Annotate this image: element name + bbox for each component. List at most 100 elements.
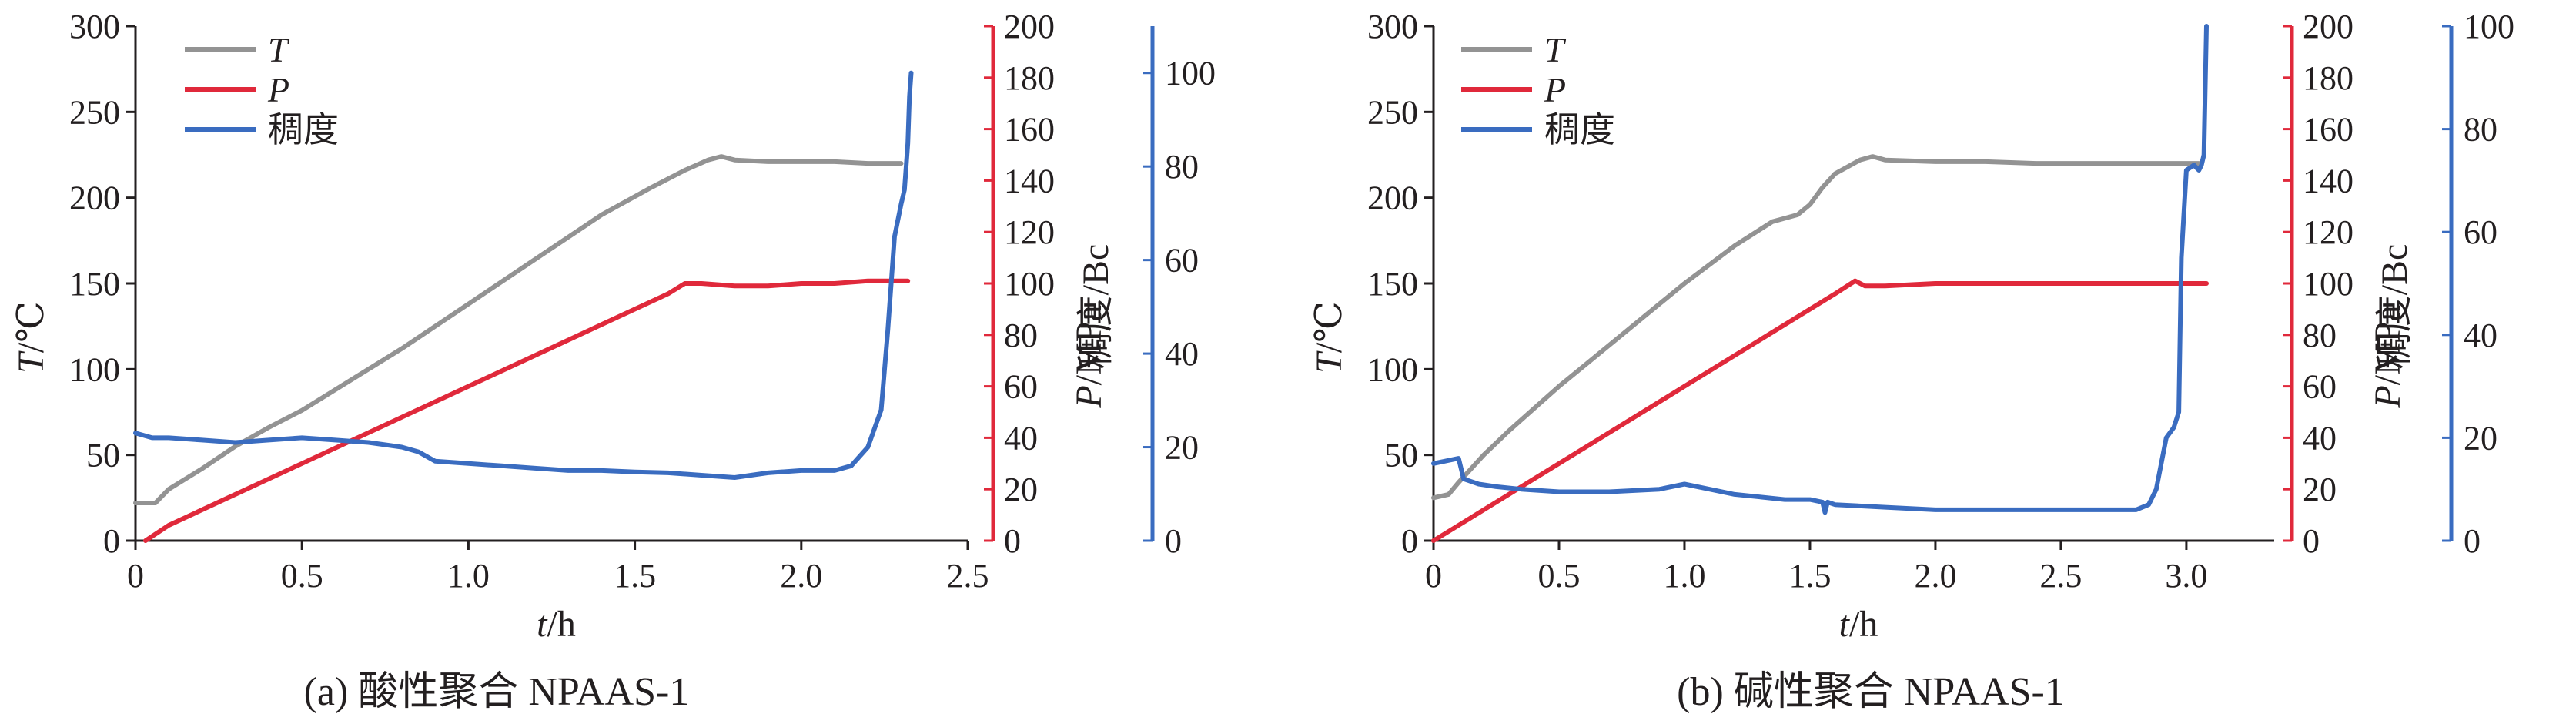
series-line-T bbox=[133, 154, 904, 505]
y-pressure-axis-title: P/MPa bbox=[2367, 305, 2408, 408]
x-axis-unit: /h bbox=[547, 604, 576, 645]
y-pressure-tick-label: 100 bbox=[1004, 265, 1055, 303]
x-tick-label: 0 bbox=[1425, 557, 1442, 595]
y-left-tick-label: 250 bbox=[1367, 93, 1418, 131]
y-left-axis-title: T/℃ bbox=[11, 301, 52, 374]
x-axis-var: t bbox=[537, 604, 548, 645]
y-pressure-tick-label: 200 bbox=[1004, 8, 1055, 45]
series-line-P bbox=[143, 278, 911, 543]
y-pressure-tick-label: 100 bbox=[2303, 265, 2354, 303]
y-left-tick-label: 100 bbox=[1367, 350, 1418, 388]
y-pressure-tick-label: 80 bbox=[1004, 317, 1038, 354]
y-pressure-tick-label: 80 bbox=[2303, 317, 2337, 354]
y-pressure-tick-label: 20 bbox=[1004, 471, 1038, 508]
x-axis-unit: /h bbox=[1849, 604, 1878, 645]
y-left-tick-label: 250 bbox=[69, 93, 120, 131]
series-line-T bbox=[1431, 154, 2202, 501]
y-pressure-tick-label: 180 bbox=[2303, 59, 2354, 97]
x-tick-label: 1.0 bbox=[447, 557, 490, 595]
y-consistency-tick-label: 80 bbox=[2464, 111, 2497, 149]
legend-label-C: 稠度 bbox=[268, 110, 339, 149]
y-left-axis-unit: /℃ bbox=[1309, 301, 1350, 353]
chart-panel-b: 0 0.5 1.0 1.5 2.0 2.5 3.0050100150200250300020… bbox=[1309, 8, 2514, 714]
x-tick-label: 0.5 bbox=[1537, 557, 1580, 595]
y-pressure-tick-label: 120 bbox=[1004, 213, 1055, 251]
x-tick-label: 1.5 bbox=[1788, 557, 1831, 595]
y-left-tick-label: 200 bbox=[1367, 179, 1418, 217]
y-pressure-tick-label: 120 bbox=[2303, 213, 2354, 251]
y-consistency-tick-label: 60 bbox=[2464, 213, 2497, 251]
legend-label-T: T bbox=[1544, 30, 1567, 69]
y-pressure-tick-label: 200 bbox=[2303, 8, 2354, 45]
x-tick-label: 2.5 bbox=[947, 557, 989, 595]
series-line-P bbox=[1431, 278, 2209, 543]
y-consistency-axis-title: 稠度/Bc bbox=[1076, 244, 1116, 370]
y-pressure-tick-label: 20 bbox=[2303, 471, 2337, 508]
x-tick-label: 2.0 bbox=[780, 557, 822, 595]
y-left-tick-label: 100 bbox=[69, 350, 120, 388]
x-tick-label: 2.5 bbox=[2039, 557, 2082, 595]
y-left-tick-label: 200 bbox=[69, 179, 120, 217]
y-pressure-tick-label: 60 bbox=[1004, 368, 1038, 406]
y-pressure-tick-label: 180 bbox=[1004, 59, 1055, 97]
y-pressure-tick-label: 60 bbox=[2303, 368, 2337, 406]
y-consistency-tick-label: 40 bbox=[1165, 335, 1199, 373]
y-pressure-tick-label: 140 bbox=[1004, 162, 1055, 199]
x-tick-label: 0 bbox=[127, 557, 144, 595]
y-consistency-tick-label: 60 bbox=[1165, 242, 1199, 280]
x-tick-label: 1.5 bbox=[614, 557, 656, 595]
x-tick-label: 2.0 bbox=[1914, 557, 1956, 595]
y-left-tick-label: 0 bbox=[1401, 522, 1418, 560]
y-left-axis-unit: /℃ bbox=[11, 301, 52, 353]
legend-label-C: 稠度 bbox=[1544, 110, 1615, 149]
y-pressure-tick-label: 160 bbox=[1004, 111, 1055, 149]
y-pressure-axis-unit: /MPa bbox=[1069, 305, 1109, 385]
chart-panel-a: 0 0.5 1.0 1.5 2.0 2.5050100150200250300020406… bbox=[11, 8, 1216, 714]
x-axis-title: t/h bbox=[1839, 604, 1878, 645]
x-axis-title: t/h bbox=[537, 604, 576, 645]
y-consistency-axis-title: 稠度/Bc bbox=[2374, 244, 2415, 370]
y-consistency-tick-label: 80 bbox=[1165, 148, 1199, 186]
x-axis-var: t bbox=[1839, 604, 1851, 645]
y-left-tick-label: 300 bbox=[69, 8, 120, 45]
y-pressure-tick-label: 40 bbox=[1004, 419, 1038, 457]
y-pressure-tick-label: 40 bbox=[2303, 419, 2337, 457]
y-left-tick-label: 150 bbox=[69, 265, 120, 303]
y-pressure-axis-var: P bbox=[2367, 385, 2408, 408]
x-tick-label: 0.5 bbox=[281, 557, 323, 595]
chart-caption: (a) 酸性聚合 NPAAS-1 bbox=[304, 670, 690, 714]
y-left-axis-var: T bbox=[11, 350, 52, 374]
x-tick-label: 3.0 bbox=[2165, 557, 2207, 595]
y-pressure-tick-label: 140 bbox=[2303, 162, 2354, 199]
y-consistency-tick-label: 0 bbox=[2464, 522, 2481, 560]
y-consistency-tick-label: 20 bbox=[1165, 429, 1199, 467]
y-consistency-tick-label: 0 bbox=[1165, 522, 1182, 560]
y-pressure-axis-var: P bbox=[1069, 385, 1109, 408]
y-pressure-axis-unit: /MPa bbox=[2367, 305, 2408, 385]
y-left-tick-label: 50 bbox=[86, 437, 120, 474]
y-consistency-tick-label: 20 bbox=[2464, 419, 2497, 457]
y-pressure-tick-label: 0 bbox=[1004, 522, 1021, 560]
chart-caption: (b) 碱性聚合 NPAAS-1 bbox=[1677, 670, 2065, 714]
y-left-axis-title: T/℃ bbox=[1309, 301, 1350, 374]
y-pressure-tick-label: 160 bbox=[2303, 111, 2354, 149]
y-left-axis-var: T bbox=[1309, 350, 1350, 374]
y-left-tick-label: 300 bbox=[1367, 8, 1418, 45]
y-consistency-tick-label: 100 bbox=[2464, 8, 2514, 45]
x-tick-label: 1.0 bbox=[1663, 557, 1705, 595]
y-consistency-tick-label: 40 bbox=[2464, 317, 2497, 354]
legend-label-T: T bbox=[268, 30, 290, 69]
y-consistency-tick-label: 100 bbox=[1165, 55, 1216, 92]
y-left-tick-label: 150 bbox=[1367, 265, 1418, 303]
y-pressure-axis-title: P/MPa bbox=[1069, 305, 1109, 408]
legend-label-P: P bbox=[1544, 70, 1566, 109]
y-pressure-tick-label: 0 bbox=[2303, 522, 2320, 560]
y-left-tick-label: 0 bbox=[103, 522, 120, 560]
series-line-C bbox=[133, 70, 914, 480]
y-left-tick-label: 50 bbox=[1384, 437, 1418, 474]
series-line-C bbox=[1431, 24, 2209, 515]
legend-label-P: P bbox=[267, 70, 289, 109]
